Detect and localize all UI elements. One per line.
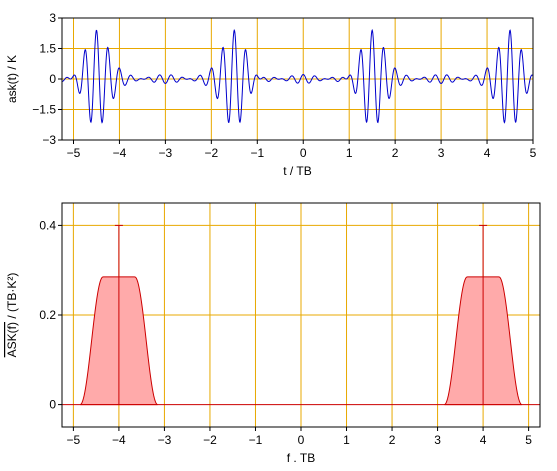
time-x-tick-label: 1 (346, 146, 353, 160)
time-domain-chart: −5 −4 −3 −2 −1 0 1 2 3 4 5 −3 −1.5 0 1.5 3 t / TB ask(t… (5, 11, 537, 178)
spectrum-y-axis-label: ASK(f) / (TB·K²) (5, 273, 19, 358)
time-x-axis-label: t / TB (283, 164, 311, 178)
time-x-tick-label: 4 (484, 146, 491, 160)
spectrum-x-tick-label: −1 (249, 433, 263, 447)
time-y-tick-label: 3 (49, 11, 56, 25)
time-x-tick-label: −4 (113, 146, 127, 160)
spectrum-x-tick-label: 3 (434, 433, 441, 447)
spectrum-x-tick-label: 4 (480, 433, 487, 447)
time-x-tick-label: −1 (250, 146, 264, 160)
time-x-tick-label: −5 (67, 146, 81, 160)
spectrum-y-tick-label: 0 (49, 398, 56, 412)
spectrum-y-axis-label-rest: / (TB·K²) (5, 273, 19, 322)
spectrum-x-tick-label: −5 (67, 433, 81, 447)
time-x-tick-label: 2 (392, 146, 399, 160)
time-x-tick-label: 5 (530, 146, 537, 160)
spectrum-x-tick-label: 1 (343, 433, 350, 447)
spectrum-x-tick-label: 2 (389, 433, 396, 447)
ask-signal-line (61, 28, 534, 124)
spectrum-x-tick-label: −2 (203, 433, 217, 447)
spectrum-x-axis-label: f . TB (287, 451, 315, 465)
time-y-tick-label: −3 (42, 133, 56, 147)
spectrum-x-tick-label: −4 (112, 433, 126, 447)
spectrum-ticks: −5 −4 −3 −2 −1 0 1 2 3 4 5 0 0.2 0.4 (39, 218, 532, 447)
spectrum-chart: −5 −4 −3 −2 −1 0 1 2 3 4 5 0 0.2 0.4 f . TB ASK(f) / … (5, 202, 541, 465)
time-x-tick-label: 3 (438, 146, 445, 160)
time-y-tick-label: −1.5 (32, 103, 56, 117)
spectrum-y-axis-label-overlined: ASK(f) (5, 322, 19, 357)
spectrum-x-tick-label: 0 (298, 433, 305, 447)
spectrum-y-tick-label: 0.4 (39, 218, 56, 232)
spectrum-x-tick-label: −3 (158, 433, 172, 447)
spectrum-y-tick-label: 0.2 (39, 308, 56, 322)
time-ticks: −5 −4 −3 −2 −1 0 1 2 3 4 5 −3 −1.5 0 1.5 3 (32, 11, 536, 160)
time-y-tick-label: 0 (49, 72, 56, 86)
time-x-tick-label: −2 (204, 146, 218, 160)
time-x-tick-label: 0 (300, 146, 307, 160)
spectrum-x-tick-label: 5 (525, 433, 532, 447)
time-y-axis-label: ask(t) / K (5, 55, 19, 103)
time-x-tick-label: −3 (159, 146, 173, 160)
time-y-tick-label: 1.5 (39, 42, 56, 56)
dirac-impulses (114, 224, 488, 405)
